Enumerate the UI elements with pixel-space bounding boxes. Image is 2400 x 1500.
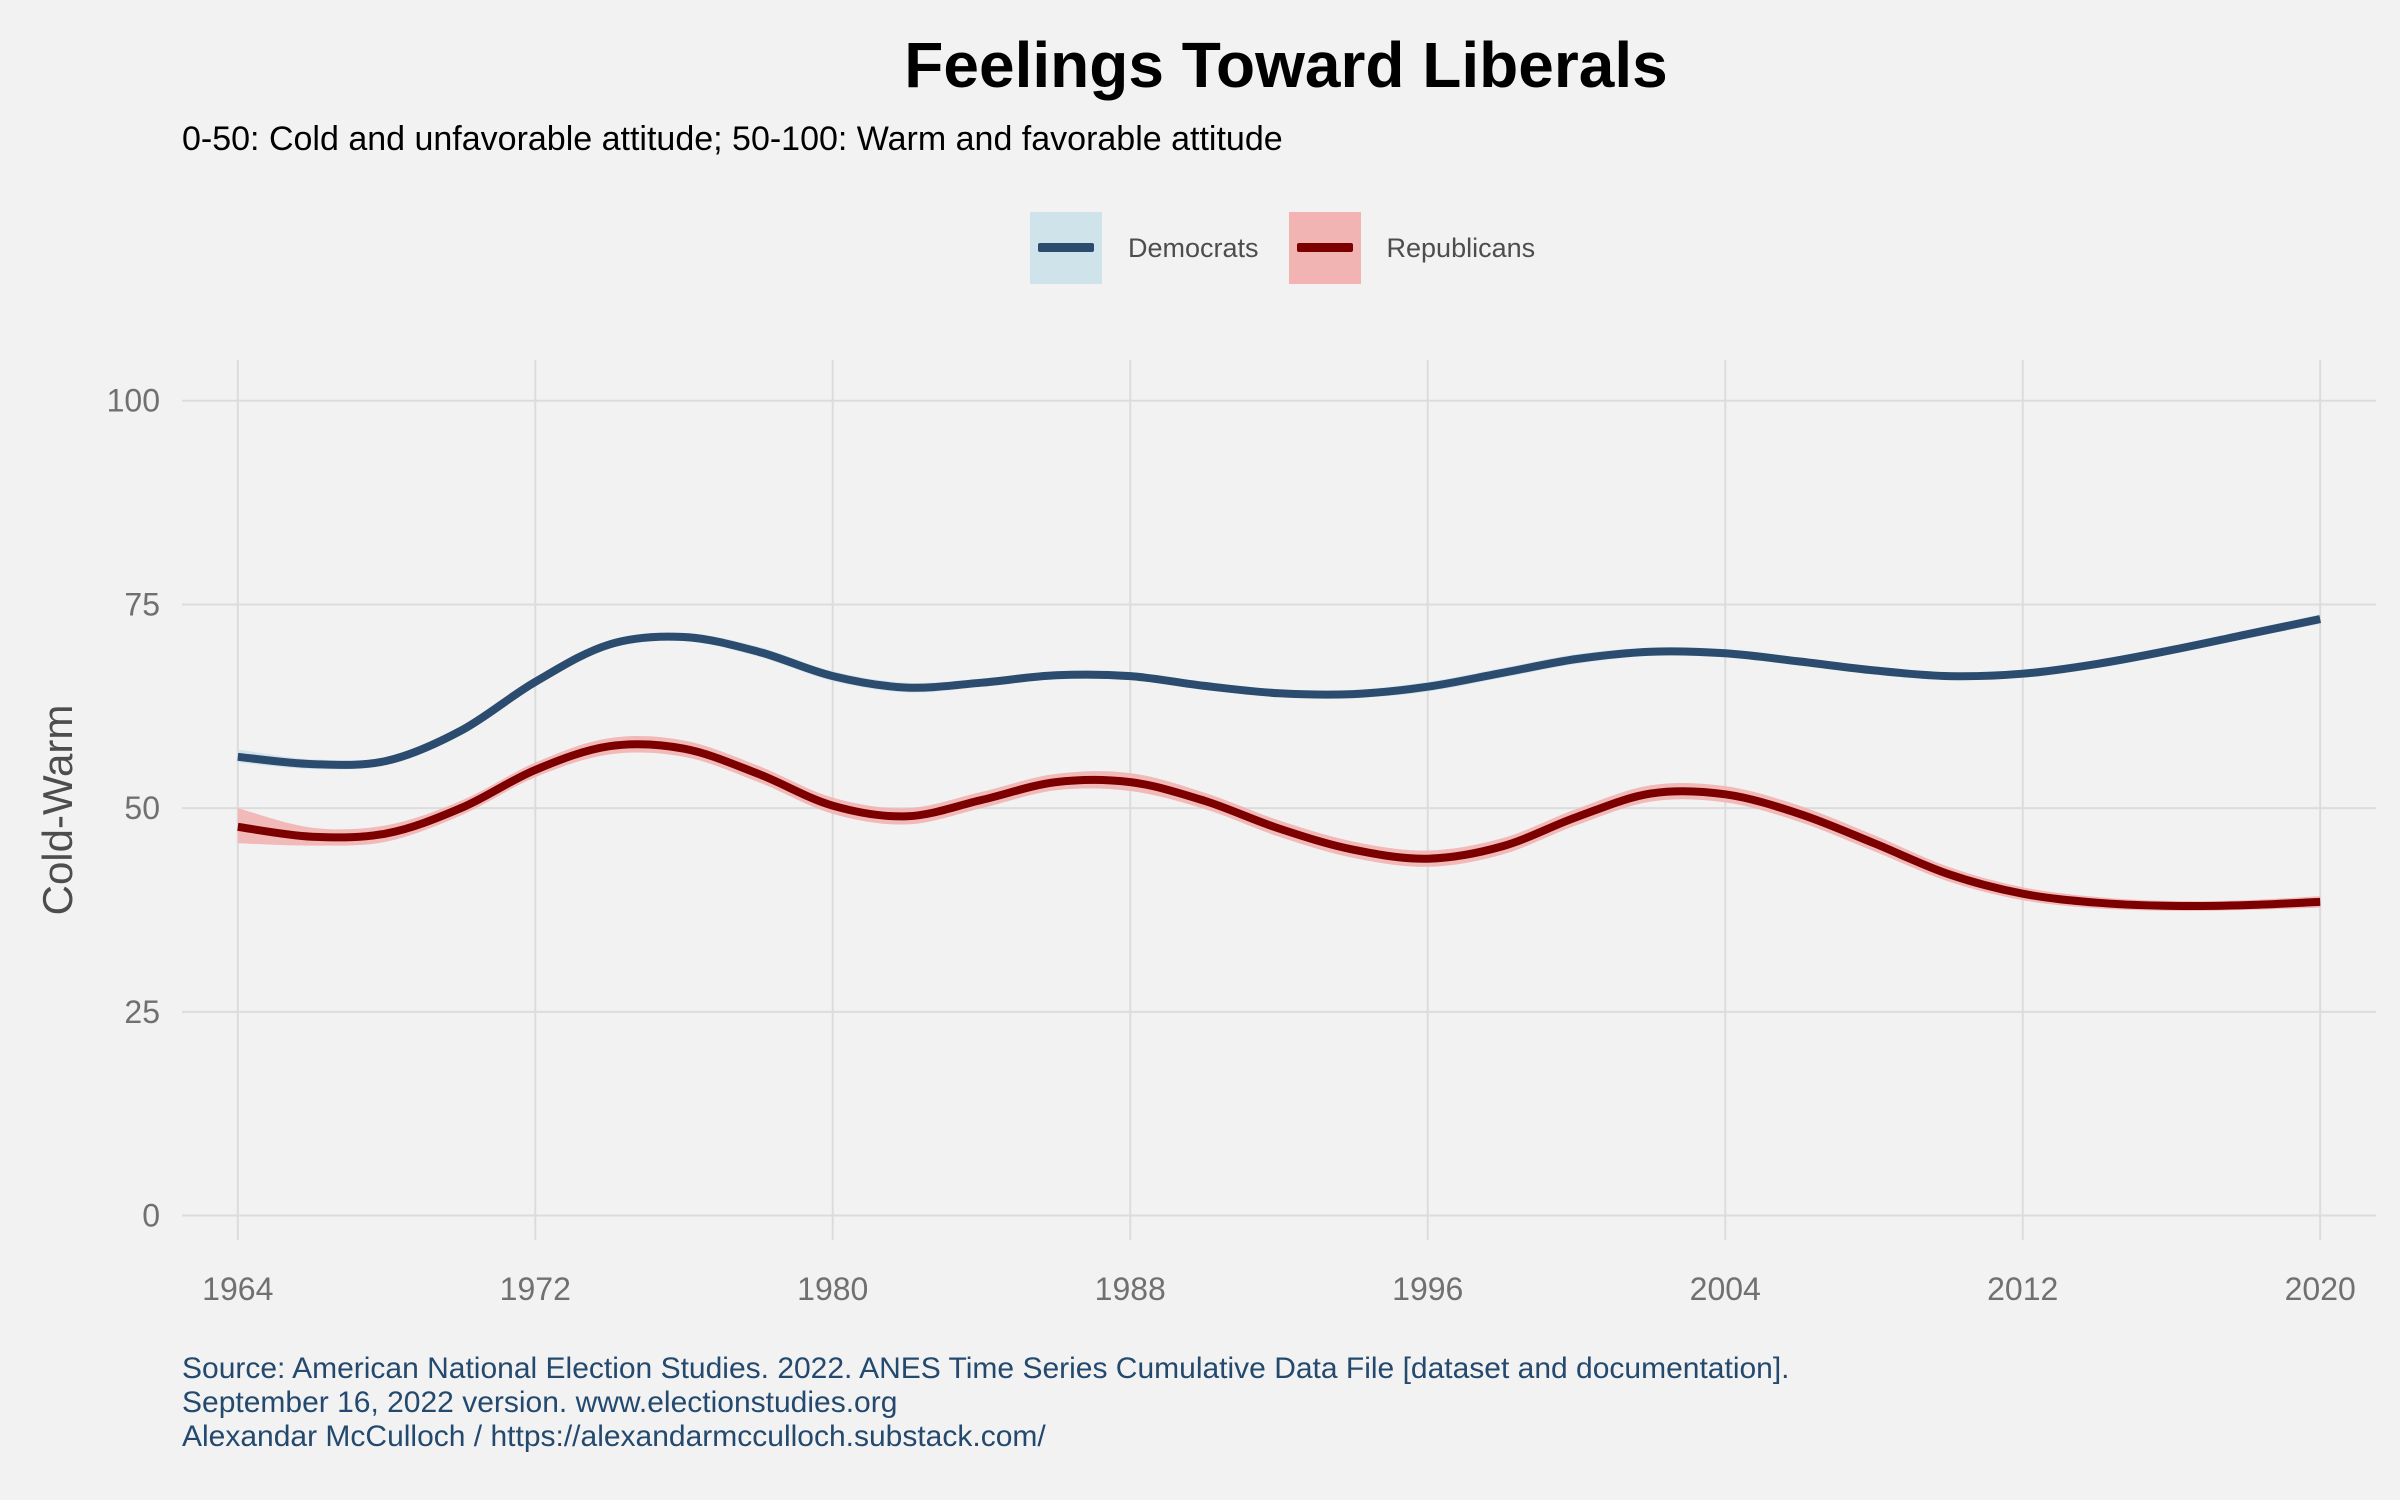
- legend-key-democrats: [1030, 212, 1102, 284]
- chart-title: Feelings Toward Liberals: [904, 29, 1668, 101]
- x-tick-label-1964: 1964: [202, 1271, 273, 1307]
- x-tick-label-2020: 2020: [2285, 1271, 2356, 1307]
- chart-subtitle: 0-50: Cold and unfavorable attitude; 50-…: [182, 120, 1283, 158]
- caption-line-1: Source: American National Election Studi…: [182, 1352, 1790, 1385]
- y-tick-label-0: 0: [142, 1198, 160, 1234]
- grid-layer: [182, 360, 2376, 1240]
- caption-line-2: September 16, 2022 version. www.election…: [182, 1386, 898, 1419]
- y-tick-label-75: 75: [124, 586, 160, 622]
- caption-line-3: Alexandar McCulloch / https://alexandarm…: [182, 1420, 1046, 1453]
- series-line-democrats: [237, 615, 2322, 769]
- x-tick-label-1996: 1996: [1392, 1271, 1463, 1307]
- series-line-layer: [237, 615, 2322, 911]
- series-line-republicans: [237, 740, 2321, 911]
- x-tick-label-1988: 1988: [1095, 1271, 1166, 1307]
- legend-item-republicans: Republicans: [1288, 212, 1536, 284]
- legend: Democrats Republicans: [1030, 210, 1565, 286]
- x-tick-label-1980: 1980: [797, 1271, 868, 1307]
- source-caption: Source: American National Election Studi…: [182, 1352, 1790, 1454]
- y-tick-label-100: 100: [107, 383, 160, 419]
- x-tick-label-2004: 2004: [1690, 1271, 1761, 1307]
- legend-item-democrats: Democrats: [1030, 212, 1259, 284]
- tick-label-layer: 1964 1972 1980 1988 1996 2004 2012 2020 0 25 50 75 1…: [107, 383, 2356, 1307]
- legend-key-republicans: [1288, 212, 1361, 284]
- legend-label-democrats: Democrats: [1128, 232, 1259, 263]
- confidence-band-republicans: [237, 736, 2321, 911]
- x-tick-label-2012: 2012: [1987, 1271, 2058, 1307]
- legend-label-republicans: Republicans: [1386, 232, 1536, 263]
- y-tick-label-50: 50: [124, 790, 160, 826]
- y-tick-label-25: 25: [124, 994, 160, 1030]
- x-tick-label-1972: 1972: [500, 1271, 571, 1307]
